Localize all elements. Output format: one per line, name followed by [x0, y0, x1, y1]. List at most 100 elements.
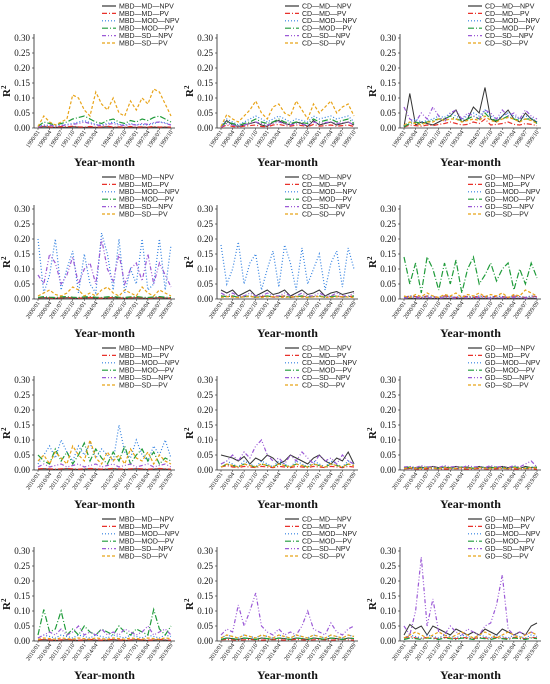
y-tick-label: 0.10: [197, 435, 213, 445]
x-axis-label: Year-month: [440, 497, 501, 511]
y-tick-label: 0.15: [380, 78, 396, 88]
legend-label: CD—MOD—PV: [302, 197, 352, 204]
legend-label: CD—SD—NPV: [302, 546, 351, 553]
series-line: [37, 119, 172, 128]
legend-label: CD—MD—PV: [302, 353, 347, 360]
legend-label: GD—MD—NPV: [485, 516, 535, 523]
series-line: [37, 286, 172, 297]
x-axis-label: Year-month: [257, 668, 318, 682]
series-line: [220, 463, 355, 468]
chart-svg: 0.000.050.100.150.200.250.30R21990/01199…: [366, 3, 541, 169]
y-tick-label: 0.25: [380, 48, 396, 58]
y-tick-label: 0.20: [380, 405, 396, 415]
chart-svg: 0.000.050.100.150.200.250.30R22010/01201…: [0, 345, 180, 511]
series-line: [37, 424, 172, 465]
y-tick-label: 0.10: [197, 93, 213, 103]
y-tick-label: 0.15: [380, 249, 396, 259]
y-axis-label: R2: [183, 256, 196, 268]
series-line: [37, 295, 172, 299]
legend-label: CD—SD—PV: [485, 40, 529, 47]
y-tick-label: 0.25: [14, 48, 30, 58]
y-tick-label: 0.05: [380, 450, 396, 460]
legend-label: CD—SD—NPV: [302, 204, 351, 211]
y-axis-label: R2: [366, 256, 379, 268]
y-tick-label: 0.00: [14, 294, 30, 304]
x-axis-label: Year-month: [440, 668, 501, 682]
y-tick-label: 0.10: [380, 93, 396, 103]
chart-panel: 0.00 0.05 0.10 0.15 0.20 0.25 0.30 R2 2000/01 200…: [0, 171, 183, 342]
y-tick-label: 0.30: [14, 204, 30, 214]
series-line: [37, 125, 172, 128]
series-line: [403, 296, 538, 299]
y-tick-label: 0.20: [14, 234, 30, 244]
legend-label: CD—SD—PV: [302, 40, 346, 47]
y-tick-label: 0.30: [14, 33, 30, 43]
y-tick-label: 0.15: [197, 420, 213, 430]
series-line: [403, 460, 538, 469]
series-line: [220, 464, 355, 469]
chart-svg: 0.000.050.100.150.200.250.30R22010/01201…: [366, 345, 541, 511]
legend-label: MBD—SD—NPV: [119, 375, 173, 382]
chart-panel: 0.00 0.05 0.10 0.15 0.20 0.25 0.30 R2 1990/01 199…: [366, 0, 549, 171]
chart-svg: 0.000.050.100.150.200.250.30R22010/01201…: [0, 516, 180, 682]
y-tick-label: 0.00: [197, 636, 213, 646]
series-line: [37, 232, 172, 295]
series-line: [37, 625, 172, 639]
legend-label: CD—MD—NPV: [485, 3, 535, 10]
legend-label: CD—SD—PV: [302, 553, 346, 560]
series-line: [37, 115, 172, 127]
legend-label: MBD—MOD—PV: [119, 368, 175, 375]
legend-label: GD—MD—PV: [485, 524, 530, 531]
y-tick-label: 0.10: [197, 606, 213, 616]
legend-label: MBD—MD—NPV: [119, 345, 174, 352]
chart-svg: 0.000.050.100.150.200.250.30R21990/01199…: [0, 3, 180, 169]
y-tick-label: 0.05: [14, 108, 30, 118]
legend-label: MBD—MD—NPV: [119, 174, 174, 181]
legend-label: GD—MOD—PV: [485, 197, 536, 204]
y-tick-label: 0.05: [197, 621, 213, 631]
series-line: [37, 441, 172, 466]
legend-label: GD—MD—PV: [485, 353, 530, 360]
y-tick-label: 0.30: [14, 546, 30, 556]
legend-label: CD—MD—NPV: [302, 3, 352, 10]
y-tick-label: 0.10: [197, 264, 213, 274]
chart-svg: 0.000.050.100.150.200.250.30R22010/01201…: [183, 516, 358, 682]
legend-label: CD—MD—PV: [302, 11, 347, 18]
legend-label: MBD—SD—NPV: [119, 33, 173, 40]
x-axis-label: Year-month: [257, 497, 318, 511]
y-tick-label: 0.20: [14, 576, 30, 586]
legend-label: GD—MOD—NPV: [485, 189, 541, 196]
series-line: [403, 118, 538, 128]
y-tick-label: 0.10: [14, 435, 30, 445]
chart-svg: 0.000.050.100.150.200.250.30R22000/01200…: [183, 174, 358, 340]
y-tick-label: 0.00: [14, 465, 30, 475]
x-axis-label: Year-month: [74, 155, 135, 169]
legend-label: MBD—MOD—NPV: [119, 360, 180, 367]
y-tick-label: 0.10: [380, 606, 396, 616]
series-line: [37, 238, 172, 288]
y-tick-label: 0.20: [380, 234, 396, 244]
series-line: [37, 463, 172, 468]
y-tick-label: 0.20: [197, 63, 213, 73]
legend-label: CD—MOD—NPV: [302, 531, 357, 538]
series-line: [220, 295, 355, 299]
series-line: [37, 467, 172, 470]
y-axis-label: R2: [0, 427, 13, 439]
y-tick-label: 0.20: [14, 63, 30, 73]
legend-label: GD—MOD—NPV: [485, 531, 541, 538]
legend-label: CD—MOD—NPV: [302, 18, 357, 25]
y-axis-label: R2: [366, 85, 379, 97]
y-tick-label: 0.30: [380, 204, 396, 214]
y-tick-label: 0.30: [380, 546, 396, 556]
chart-panel: 0.00 0.05 0.10 0.15 0.20 0.25 0.30 R2 2000/01 200…: [183, 171, 366, 342]
y-tick-label: 0.15: [14, 420, 30, 430]
legend-label: CD—SD—NPV: [485, 33, 534, 40]
y-tick-label: 0.00: [380, 294, 396, 304]
series-line: [403, 622, 538, 636]
series-line: [403, 115, 538, 126]
chart-panel: 0.00 0.05 0.10 0.15 0.20 0.25 0.30 R2 2010/01 201…: [183, 513, 366, 684]
legend-label: CD—MOD—NPV: [302, 360, 357, 367]
legend-label: MBD—SD—PV: [119, 211, 168, 218]
legend-label: GD—SD—NPV: [485, 375, 534, 382]
legend-label: GD—SD—NPV: [485, 204, 534, 211]
